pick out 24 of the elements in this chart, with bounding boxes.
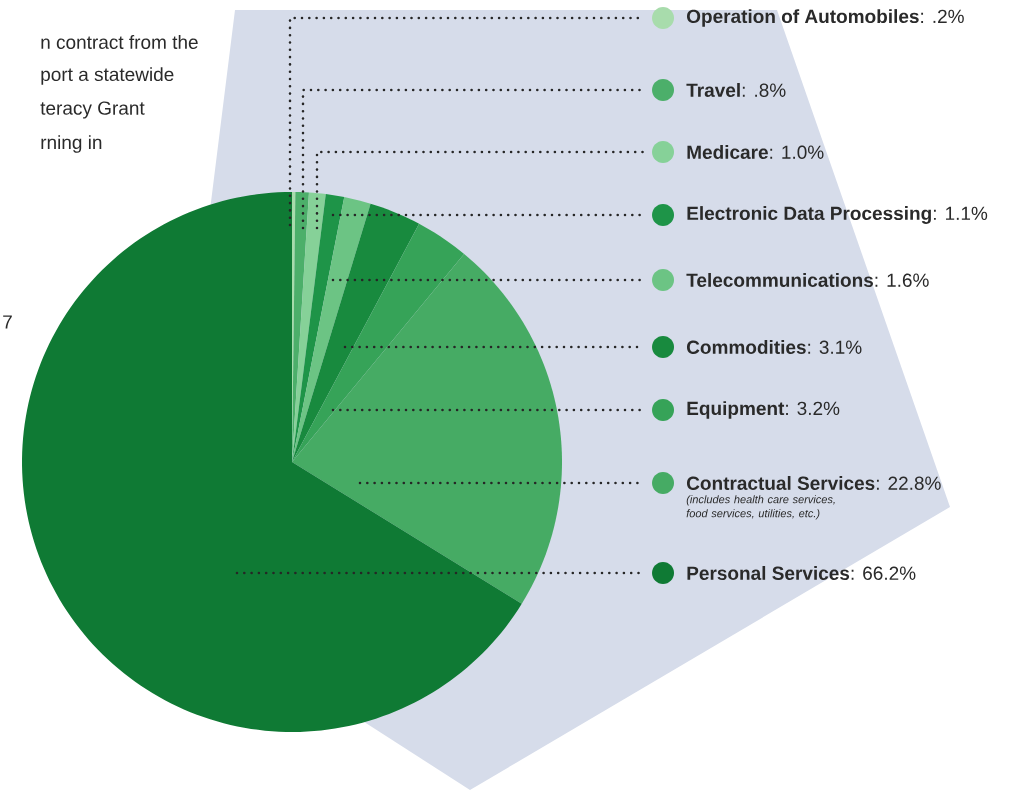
text: (includes health care services, food services, utilities, etc.) xyxy=(686,495,835,520)
text: n contract from the xyxy=(41,35,198,49)
legend-label: Commodities xyxy=(686,340,806,354)
data-label: : .2% xyxy=(921,9,964,24)
data-label: : 1.0% xyxy=(770,145,824,159)
legend-label: Travel xyxy=(686,83,740,97)
data-label: : 3.1% xyxy=(808,340,862,354)
data-label: : 66.2% xyxy=(851,566,916,580)
legend-label: Telecommunications xyxy=(686,273,874,287)
legend-label: Personal Services xyxy=(687,566,850,580)
legend-label: Contractual Services xyxy=(686,476,875,490)
legend-label: Medicare xyxy=(687,145,768,159)
text: teracy Grant xyxy=(40,101,145,119)
legend-label: Operation of Automobiles xyxy=(686,9,919,27)
text: rning in xyxy=(41,135,102,153)
text: port a statewide xyxy=(41,67,174,85)
data-label: : 22.8% xyxy=(876,476,941,490)
data-label: : 1.1% xyxy=(933,206,988,220)
data-label: : .8% xyxy=(742,83,786,97)
data-label: : 1.6% xyxy=(875,273,929,287)
legend-label: Electronic Data Processing xyxy=(687,206,931,224)
text: 7 xyxy=(3,315,12,329)
legend-label: Equipment xyxy=(687,401,785,419)
data-label: : 3.2% xyxy=(786,401,840,416)
